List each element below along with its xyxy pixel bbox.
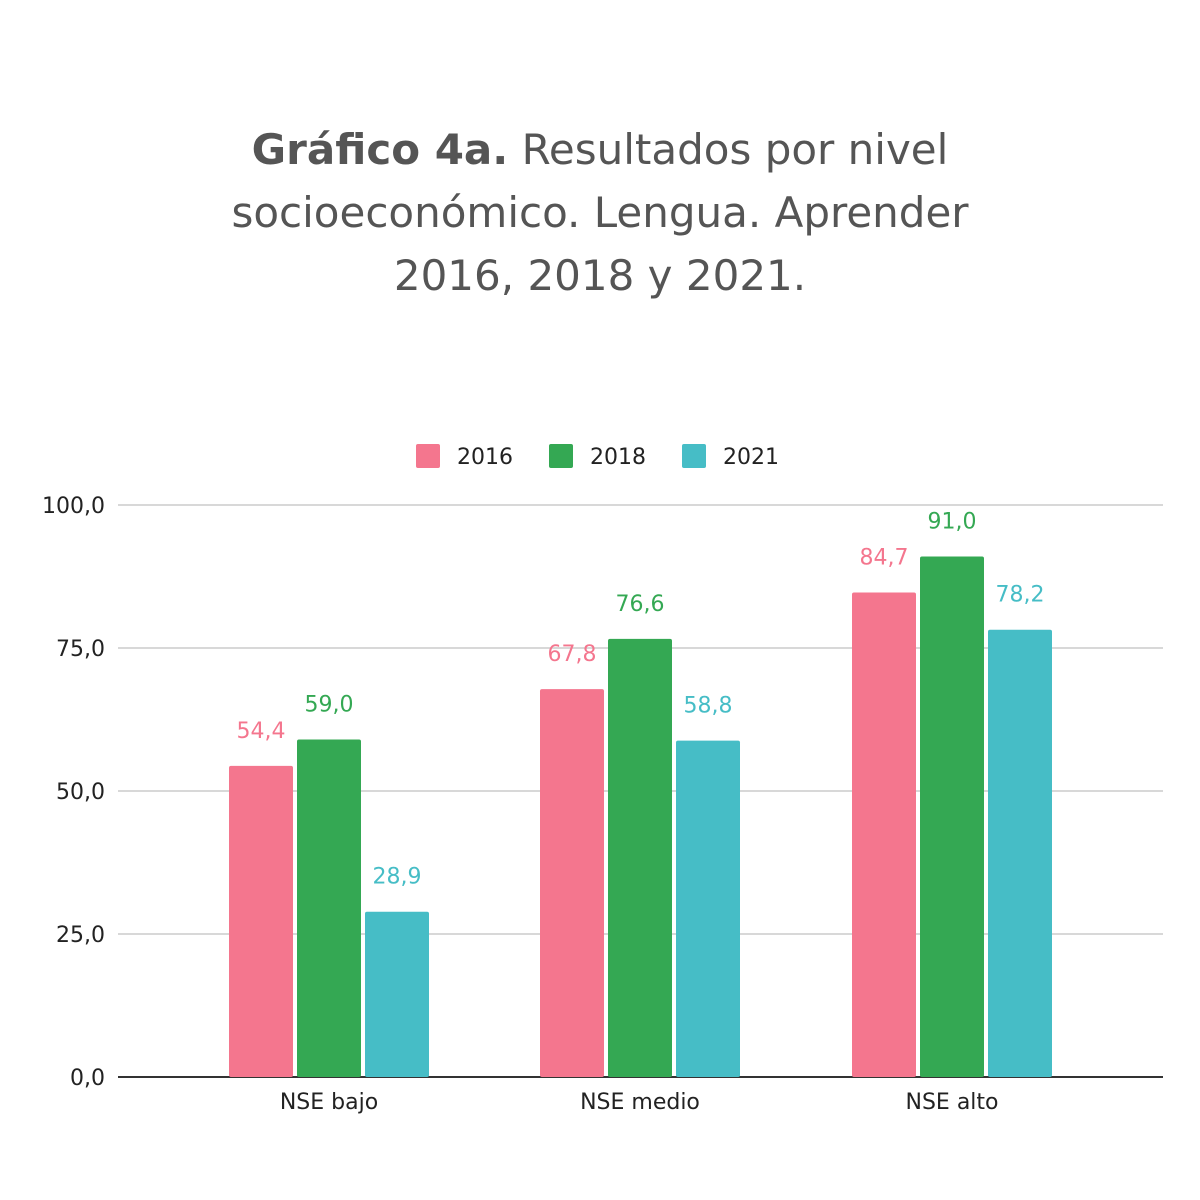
chart-title-line-2: socioeconómico. Lengua. Aprender	[231, 188, 969, 237]
bar-2016	[852, 592, 916, 1077]
legend-label: 2018	[590, 445, 646, 470]
data-label: 67,8	[548, 642, 597, 667]
chart-title-line-1: Resultados por nivel	[521, 125, 949, 174]
data-label: 54,4	[237, 719, 286, 744]
legend-swatch-2018	[549, 444, 573, 468]
data-label: 28,9	[373, 865, 422, 890]
bar-2021	[988, 629, 1052, 1077]
chart-title-line-3: 2016, 2018 y 2021.	[393, 251, 807, 300]
bar-2016	[540, 689, 604, 1077]
y-tick-label: 100,0	[42, 494, 105, 519]
data-label: 84,7	[860, 546, 909, 571]
bar-2018	[297, 739, 361, 1077]
y-tick-label: 0,0	[70, 1066, 105, 1091]
x-tick-label: NSE alto	[906, 1090, 999, 1115]
bar-2021	[676, 740, 740, 1077]
legend-swatch-2016	[416, 444, 440, 468]
x-tick-label: NSE medio	[580, 1090, 700, 1115]
y-tick-label: 75,0	[56, 637, 105, 662]
data-label: 59,0	[305, 693, 354, 718]
bar-2021	[365, 911, 429, 1077]
chart-title-bold: Gráfico 4a.	[251, 125, 509, 174]
y-tick-label: 25,0	[56, 923, 105, 948]
legend-label: 2016	[457, 445, 513, 470]
bar-2016	[229, 765, 293, 1077]
legend-label: 2021	[723, 445, 779, 470]
data-label: 76,6	[616, 592, 665, 617]
legend-swatch-2021	[682, 444, 706, 468]
x-tick-label: NSE bajo	[280, 1090, 378, 1115]
bar-2018	[608, 638, 672, 1077]
data-label: 58,8	[684, 694, 733, 719]
chart-title: Gráfico 4a. Resultados por nivel socioeco…	[0, 118, 1200, 307]
y-tick-label: 50,0	[56, 780, 105, 805]
data-label: 91,0	[928, 509, 977, 534]
bar-2018	[920, 556, 984, 1077]
data-label: 78,2	[996, 583, 1045, 608]
